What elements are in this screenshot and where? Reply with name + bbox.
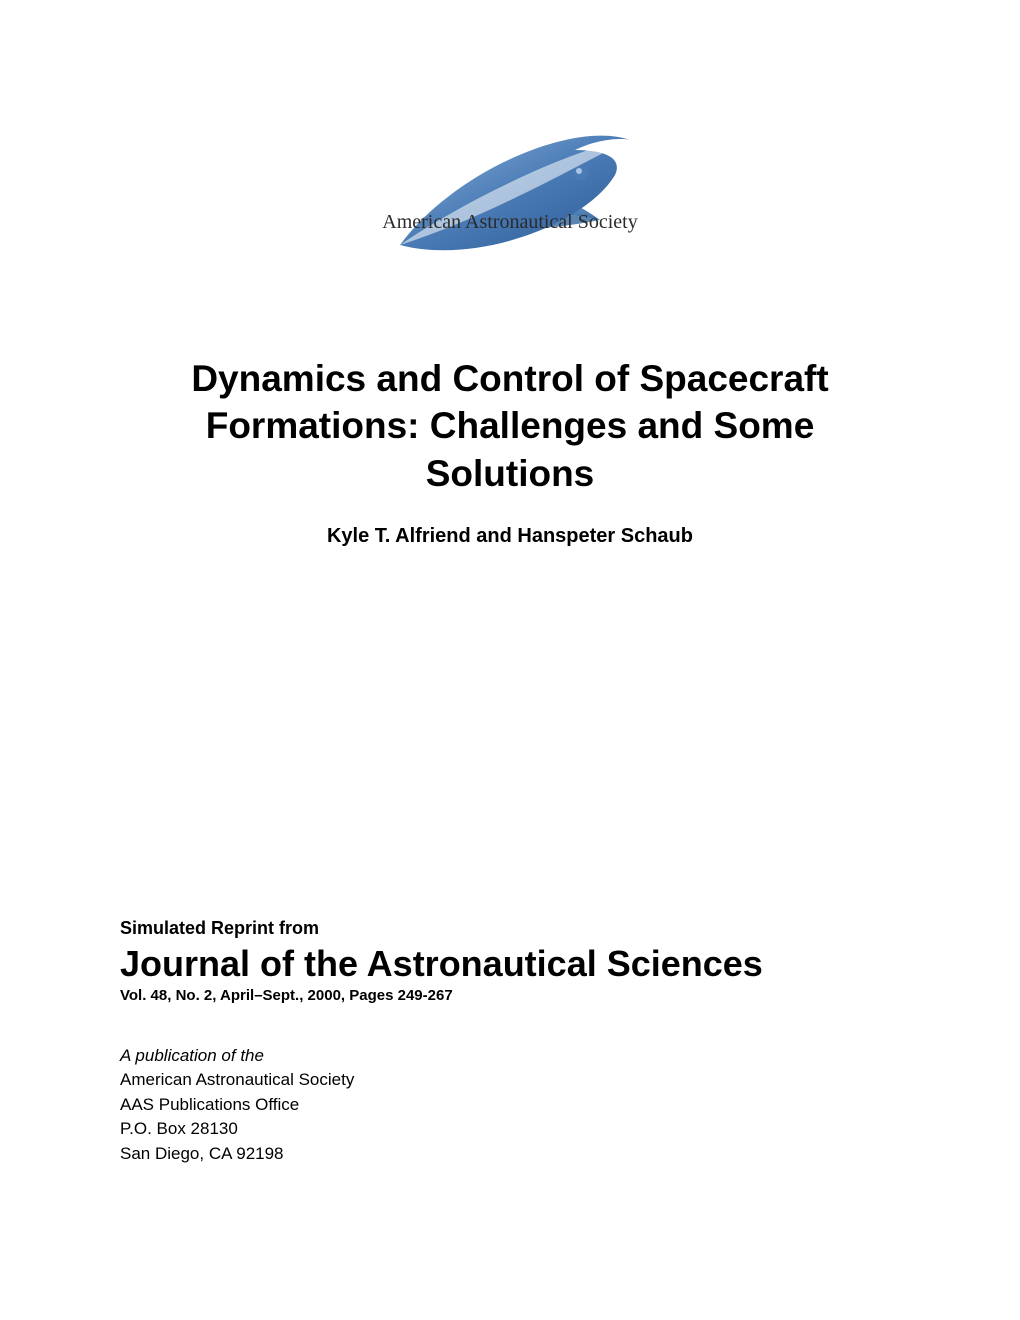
logo-text: American Astronautical Society bbox=[382, 211, 637, 233]
paper-authors: Kyle T. Alfriend and Hanspeter Schaub bbox=[120, 525, 900, 548]
aas-logo: American Astronautical Society bbox=[120, 110, 900, 285]
paper-title: Dynamics and Control of Spacecraft Forma… bbox=[120, 355, 900, 497]
publisher-line: American Astronautical Society bbox=[120, 1068, 900, 1093]
publication-of-label: A publication of the bbox=[120, 1046, 900, 1066]
reprint-label: Simulated Reprint from bbox=[120, 918, 900, 939]
publisher-line: P.O. Box 28130 bbox=[120, 1117, 900, 1142]
citation-line: Vol. 48, No. 2, April–Sept., 2000, Pages… bbox=[120, 987, 900, 1004]
publisher-line: AAS Publications Office bbox=[120, 1093, 900, 1118]
publisher-line: San Diego, CA 92198 bbox=[120, 1142, 900, 1167]
journal-name: Journal of the Astronautical Sciences bbox=[120, 943, 900, 985]
aas-logo-svg: American Astronautical Society bbox=[345, 110, 675, 280]
